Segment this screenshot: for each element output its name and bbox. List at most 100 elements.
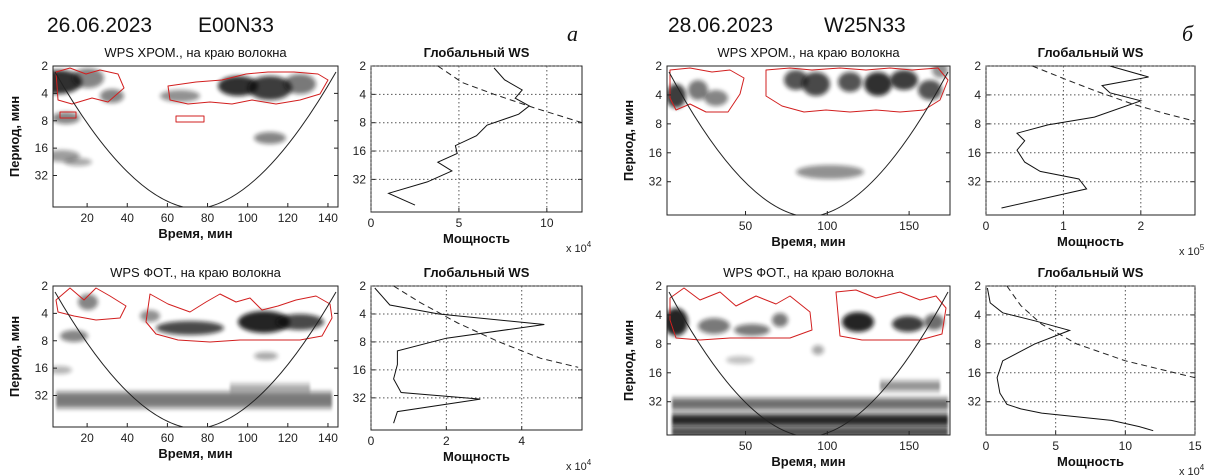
- gws-1-1-ytick-label: 16: [968, 366, 982, 380]
- gws-1-1-ytick-label: 4: [974, 308, 981, 322]
- wps-0-0-power-map: [53, 67, 337, 207]
- significance-contour: [765, 67, 949, 113]
- wps-0-1-ytick-label: 4: [41, 306, 48, 320]
- power-blob: [160, 90, 200, 102]
- wps-0-1-xtick-label: 140: [318, 431, 338, 445]
- gws-1-0-xlabel: Мощность: [1057, 234, 1124, 249]
- power-band: [880, 381, 940, 391]
- gws-1-1-xtick-label: 5: [1052, 439, 1059, 453]
- global-spectrum-line: [1001, 66, 1149, 209]
- gws-0-1-title: Глобальный WS: [424, 265, 530, 280]
- wps-0-1-xtick-label: 20: [80, 431, 94, 445]
- wps-0-0-ytick-label: 16: [35, 141, 49, 155]
- wps-1-0-ytick-label: 2: [655, 59, 662, 73]
- wps-1-0-ytick-label: 8: [655, 117, 662, 131]
- power-blob: [218, 76, 258, 96]
- power-blob: [892, 316, 924, 332]
- gws-1-1-curves: [986, 286, 1195, 432]
- significance-line: [437, 66, 582, 124]
- wps-1-0-ytick-label: 16: [649, 146, 663, 160]
- wps-0-0-ytick-label: 32: [35, 169, 49, 183]
- power-band: [672, 427, 948, 435]
- power-blob: [156, 321, 224, 335]
- region-left: E00N33: [198, 14, 274, 37]
- gws-1-0-xtick-label: 1: [1060, 219, 1067, 233]
- power-blob: [726, 356, 754, 364]
- gws-1-1-xtick-label: 15: [1188, 439, 1202, 453]
- wps-1-1-title: WPS ФОТ., на краю волокна: [723, 265, 895, 280]
- significance-contour: [669, 287, 813, 341]
- power-blob: [64, 158, 92, 166]
- wps-0-0-xtick-label: 80: [201, 211, 215, 225]
- power-blob: [72, 68, 104, 88]
- wps-1-0-frame: [666, 65, 951, 216]
- wps-0-0-title: WPS ХРОМ., на краю волокна: [104, 45, 287, 60]
- significance-contour: [835, 289, 947, 341]
- gws-0-0-ytick-label: 8: [359, 116, 366, 130]
- multiplier-exponent: 4: [587, 458, 592, 467]
- multiplier-base: x 10: [1179, 466, 1200, 475]
- power-blob: [100, 89, 124, 103]
- power-blob: [784, 70, 808, 90]
- wps-1-1-ytick-label: 2: [655, 279, 662, 293]
- gws-0-0-title: Глобальный WS: [424, 45, 530, 60]
- significance-contour: [167, 71, 329, 105]
- wps-1-1-power-map: [667, 287, 949, 435]
- power-blob: [734, 324, 770, 336]
- wps-0-1-xtick-label: 120: [278, 431, 298, 445]
- gws-1-1-xtick-label: 0: [983, 439, 990, 453]
- gws-1-1-frame: [985, 285, 1196, 436]
- power-blob: [78, 294, 98, 310]
- gws-0-0-xtick-label: 10: [540, 216, 554, 230]
- wps-0-1-ytick-label: 8: [41, 334, 48, 348]
- wps-0-0-ylabel: Период, мин: [7, 96, 22, 177]
- power-blob: [698, 318, 730, 334]
- gws-0-1-curves: [374, 286, 579, 424]
- cone-of-influence: [668, 291, 949, 435]
- gws-0-1-ytick-label: 4: [359, 307, 366, 321]
- gws-0-0-xlabel: Мощность: [443, 231, 510, 246]
- wps-1-1-ytick-label: 16: [649, 366, 663, 380]
- power-blob: [796, 165, 864, 179]
- panel-letter-b: б: [1182, 21, 1194, 46]
- wps-1-1-xlabel: Время, мин: [771, 454, 845, 469]
- wps-1-1-xtick-label: 150: [899, 439, 919, 453]
- gws-0-0-ytick-label: 32: [353, 172, 367, 186]
- gws-0-1-ytick-label: 2: [359, 279, 366, 293]
- gws-1-1-xtick-label: 10: [1119, 439, 1133, 453]
- wps-0-1-frame: [52, 285, 339, 428]
- gws-1-0-ytick-label: 32: [968, 175, 982, 189]
- gws-1-0-frame: [985, 65, 1196, 216]
- multiplier-exponent: 4: [587, 240, 592, 249]
- cone-of-influence: [668, 71, 949, 215]
- gws-1-1-xlabel: Мощность: [1057, 454, 1124, 469]
- global-spectrum-line: [387, 67, 531, 206]
- wps-1-0-ytick-label: 32: [649, 175, 663, 189]
- wps-1-1-xtick-label: 100: [817, 439, 837, 453]
- power-blob: [248, 76, 292, 100]
- power-blob: [140, 310, 160, 322]
- power-band: [56, 392, 332, 408]
- cone-of-influence: [54, 291, 337, 427]
- wps-0-0-ytick-label: 4: [41, 86, 48, 100]
- gws-1-1-ytick-label: 8: [974, 337, 981, 351]
- power-blob: [60, 330, 88, 342]
- wps-1-0-xtick-label: 100: [817, 219, 837, 233]
- gws-1-1-ytick-label: 2: [974, 279, 981, 293]
- gws-0-0-ytick-label: 16: [353, 144, 367, 158]
- region-right: W25N33: [824, 14, 906, 37]
- power-blob: [704, 90, 728, 106]
- gws-0-1-xlabel: Мощность: [443, 449, 510, 464]
- gws-0-1-ytick-label: 16: [353, 363, 367, 377]
- gws-1-0-ytick-label: 16: [968, 146, 982, 160]
- gws-1-0-ytick-label: 8: [974, 117, 981, 131]
- wps-1-0-power-map: [667, 66, 949, 215]
- power-blob: [667, 84, 686, 108]
- multiplier-base: x 10: [1179, 246, 1200, 258]
- power-blob: [864, 72, 892, 96]
- wps-0-0-frame: [52, 65, 339, 208]
- wps-0-0-xtick-label: 60: [161, 211, 175, 225]
- significance-line: [393, 286, 579, 368]
- multiplier-exponent: 4: [1200, 463, 1205, 472]
- gws-0-1-ytick-label: 32: [353, 391, 367, 405]
